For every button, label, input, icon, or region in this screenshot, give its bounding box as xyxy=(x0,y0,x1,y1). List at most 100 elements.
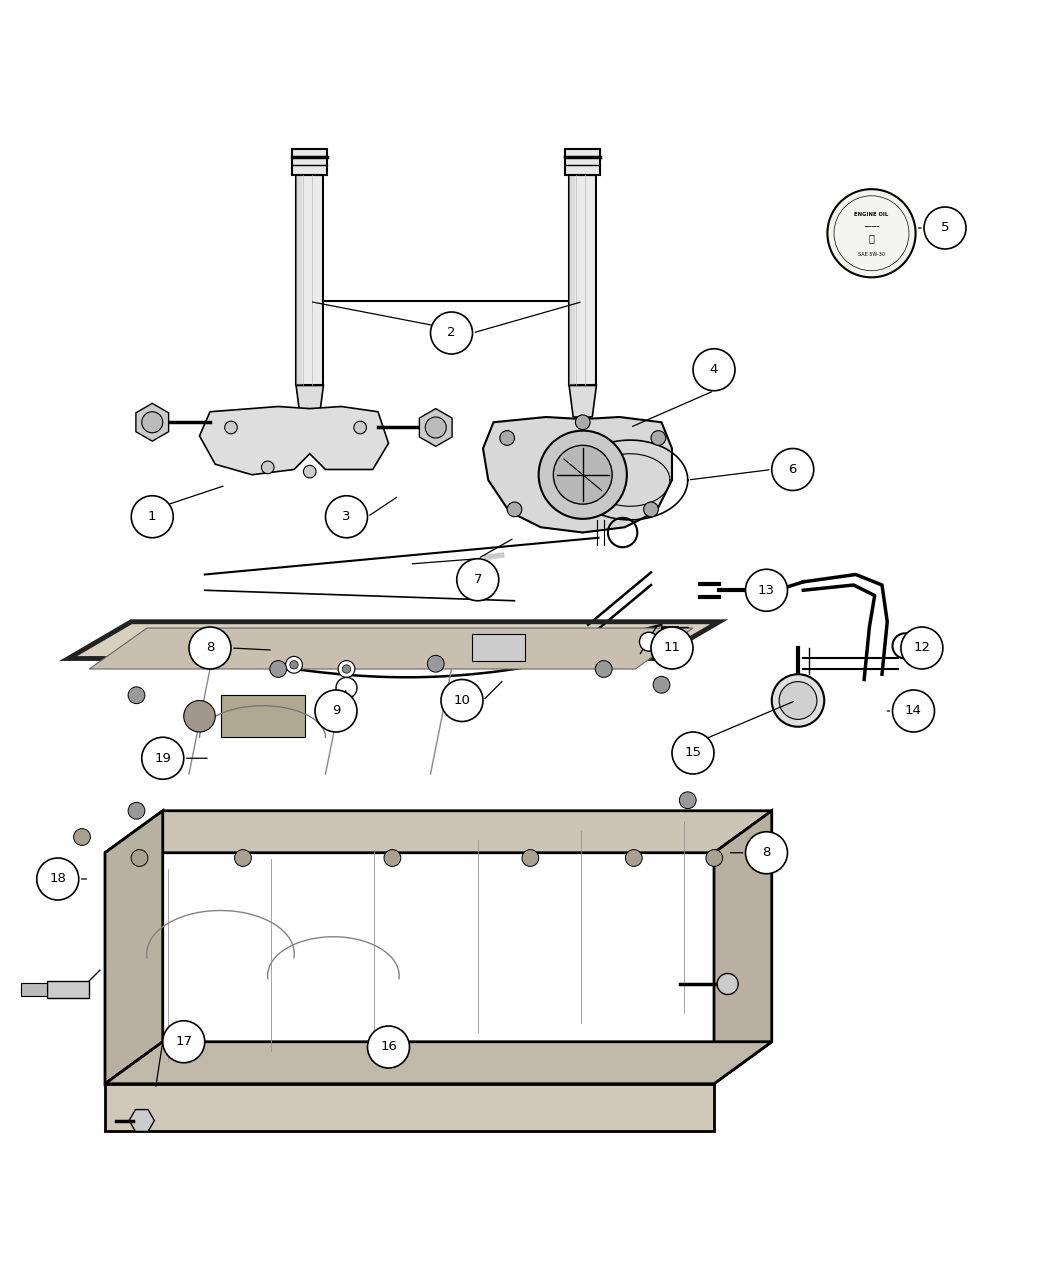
Circle shape xyxy=(234,849,251,867)
Circle shape xyxy=(892,690,934,732)
Circle shape xyxy=(595,660,612,677)
Circle shape xyxy=(270,660,287,677)
Circle shape xyxy=(303,465,316,478)
Circle shape xyxy=(368,1026,410,1068)
Text: 4: 4 xyxy=(710,363,718,376)
Circle shape xyxy=(693,349,735,390)
Circle shape xyxy=(746,831,788,873)
Polygon shape xyxy=(105,1042,772,1084)
Circle shape xyxy=(507,502,522,516)
Circle shape xyxy=(430,312,473,354)
Circle shape xyxy=(142,412,163,432)
Circle shape xyxy=(772,674,824,727)
Circle shape xyxy=(779,682,817,719)
Circle shape xyxy=(326,496,368,538)
Polygon shape xyxy=(569,385,596,417)
Circle shape xyxy=(384,849,401,867)
Text: 9: 9 xyxy=(332,705,340,718)
Circle shape xyxy=(427,655,444,672)
Circle shape xyxy=(653,676,670,694)
Circle shape xyxy=(131,496,173,538)
Circle shape xyxy=(342,664,351,673)
Circle shape xyxy=(261,462,274,474)
Text: 17: 17 xyxy=(175,1035,192,1048)
Text: 11: 11 xyxy=(664,641,680,654)
Circle shape xyxy=(892,634,918,658)
Polygon shape xyxy=(296,176,323,385)
Text: 1: 1 xyxy=(148,510,156,523)
Text: 16: 16 xyxy=(380,1040,397,1053)
Circle shape xyxy=(225,421,237,434)
Circle shape xyxy=(290,660,298,669)
Text: 15: 15 xyxy=(685,746,701,760)
Circle shape xyxy=(216,652,225,659)
Polygon shape xyxy=(89,629,693,669)
Circle shape xyxy=(539,431,627,519)
Circle shape xyxy=(639,632,658,652)
Circle shape xyxy=(651,431,666,445)
Circle shape xyxy=(672,732,714,774)
Text: 8: 8 xyxy=(762,847,771,859)
Text: 18: 18 xyxy=(49,872,66,886)
Text: 7: 7 xyxy=(474,574,482,586)
Circle shape xyxy=(163,1021,205,1063)
Text: 10: 10 xyxy=(454,694,470,708)
Text: 3: 3 xyxy=(342,510,351,523)
Circle shape xyxy=(189,627,231,669)
Circle shape xyxy=(338,660,355,677)
Text: 6: 6 xyxy=(789,463,797,476)
Text: ENGINE OIL: ENGINE OIL xyxy=(855,212,888,217)
Circle shape xyxy=(354,421,366,434)
Circle shape xyxy=(286,657,302,673)
Polygon shape xyxy=(292,149,328,176)
Circle shape xyxy=(679,745,696,761)
Circle shape xyxy=(644,502,658,516)
Polygon shape xyxy=(21,983,47,996)
Text: 🛢: 🛢 xyxy=(868,233,875,244)
Polygon shape xyxy=(200,407,388,474)
Polygon shape xyxy=(135,403,169,441)
Polygon shape xyxy=(472,635,525,660)
Circle shape xyxy=(901,627,943,669)
Circle shape xyxy=(131,849,148,867)
Polygon shape xyxy=(105,1084,714,1131)
Polygon shape xyxy=(296,385,323,417)
Circle shape xyxy=(522,849,539,867)
Text: ━━━━━━: ━━━━━━ xyxy=(864,224,879,229)
Circle shape xyxy=(336,677,357,699)
Circle shape xyxy=(212,646,229,664)
Polygon shape xyxy=(565,149,601,176)
Circle shape xyxy=(924,207,966,249)
Polygon shape xyxy=(714,811,772,1084)
Circle shape xyxy=(425,417,446,439)
Text: |||||||||||: ||||||||||| xyxy=(482,551,505,560)
Circle shape xyxy=(651,627,693,669)
Text: 19: 19 xyxy=(154,752,171,765)
Circle shape xyxy=(717,974,738,994)
Text: 5: 5 xyxy=(941,222,949,235)
Polygon shape xyxy=(129,1109,154,1131)
Circle shape xyxy=(74,829,90,845)
Circle shape xyxy=(626,849,643,867)
Circle shape xyxy=(706,849,722,867)
Circle shape xyxy=(37,858,79,900)
Circle shape xyxy=(746,569,788,611)
Circle shape xyxy=(553,445,612,504)
Circle shape xyxy=(500,431,514,445)
Polygon shape xyxy=(296,176,301,385)
Bar xyxy=(220,695,304,737)
Circle shape xyxy=(827,189,916,278)
Text: 12: 12 xyxy=(914,641,930,654)
Polygon shape xyxy=(47,980,89,997)
Circle shape xyxy=(142,737,184,779)
Polygon shape xyxy=(569,176,596,385)
Polygon shape xyxy=(68,622,719,658)
Circle shape xyxy=(679,792,696,808)
Circle shape xyxy=(441,680,483,722)
Circle shape xyxy=(128,687,145,704)
Circle shape xyxy=(184,700,215,732)
Circle shape xyxy=(575,414,590,430)
Polygon shape xyxy=(105,811,772,853)
Polygon shape xyxy=(419,408,453,446)
Polygon shape xyxy=(105,811,163,1084)
